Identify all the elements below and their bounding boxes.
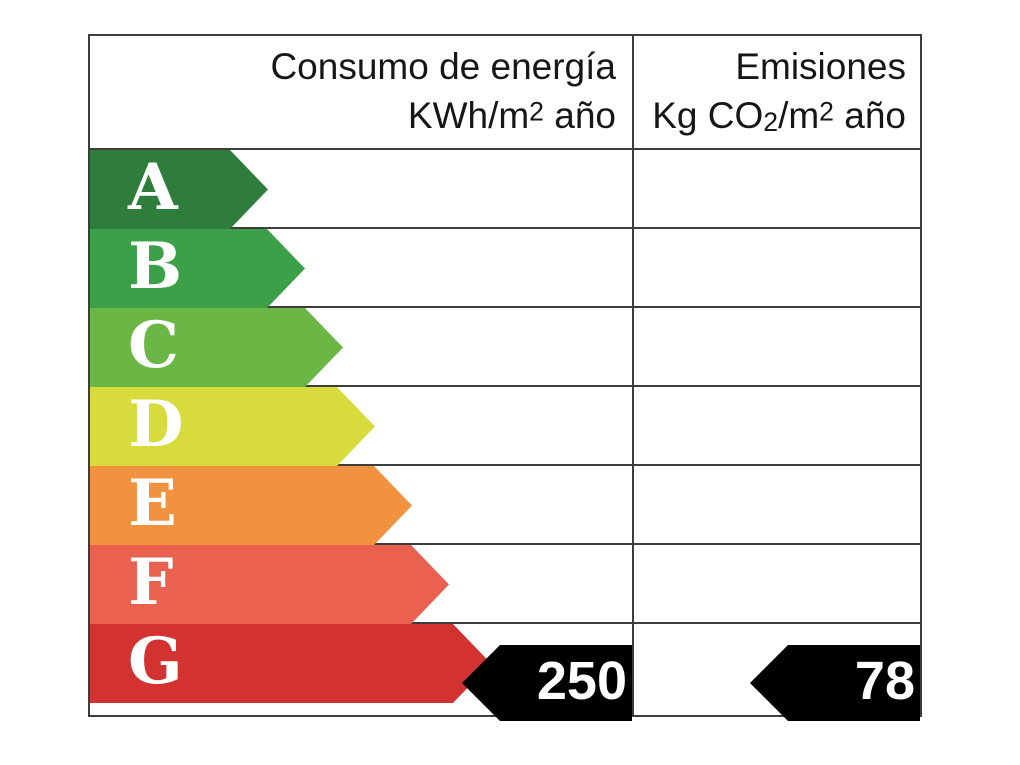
emissions-header-line1: Emisiones bbox=[735, 46, 906, 88]
rating-arrow-icon: D bbox=[90, 387, 375, 466]
consumption-header-line2: KWh/m2 año bbox=[407, 95, 616, 136]
scale-row-c: C bbox=[90, 308, 920, 387]
rating-arrow-icon: A bbox=[90, 150, 268, 229]
rating-letter: A bbox=[128, 149, 178, 225]
scale-row-d: D bbox=[90, 387, 920, 466]
rating-letter: G bbox=[128, 623, 183, 699]
superscript-2: 2 bbox=[819, 96, 834, 127]
subscript-2: 2 bbox=[763, 107, 779, 138]
emissions-header-line2: Kg CO2/m2 año bbox=[652, 95, 906, 138]
emissions-header-cell: Emisiones Kg CO2/m2 año bbox=[632, 36, 920, 148]
scale-row-e: E bbox=[90, 466, 920, 545]
rating-letter: F bbox=[128, 544, 174, 620]
consumption-rating-arrow-icon: 250 bbox=[462, 645, 632, 721]
scale-rows: A B C D E F G bbox=[90, 150, 920, 703]
consumption-header-cell: Consumo de energía KWh/m2 año bbox=[90, 36, 632, 148]
rating-arrow-icon: F bbox=[90, 545, 449, 624]
energy-rating-label: Consumo de energía KWh/m2 año Emisiones … bbox=[88, 34, 922, 721]
scale-row-a: A bbox=[90, 150, 920, 229]
emissions-rating-value: 78 bbox=[854, 651, 915, 711]
rating-letter: C bbox=[128, 307, 179, 383]
rating-letter: B bbox=[128, 228, 183, 304]
rating-arrow-icon: C bbox=[90, 308, 343, 387]
scale-row-f: F bbox=[90, 545, 920, 624]
consumption-rating-value: 250 bbox=[536, 651, 627, 711]
superscript-2: 2 bbox=[529, 96, 544, 127]
rating-arrow-icon: G bbox=[90, 624, 491, 703]
table-header-row: Consumo de energía KWh/m2 año Emisiones … bbox=[90, 36, 920, 150]
rating-arrow-icon: B bbox=[90, 229, 305, 308]
emissions-rating-arrow-icon: 78 bbox=[750, 645, 920, 721]
rating-letter: D bbox=[128, 386, 184, 462]
rating-arrow-icon: E bbox=[90, 466, 412, 545]
scale-row-b: B bbox=[90, 229, 920, 308]
rating-letter: E bbox=[128, 465, 177, 541]
consumption-header-line1: Consumo de energía bbox=[270, 46, 616, 88]
column-divider bbox=[632, 36, 634, 715]
